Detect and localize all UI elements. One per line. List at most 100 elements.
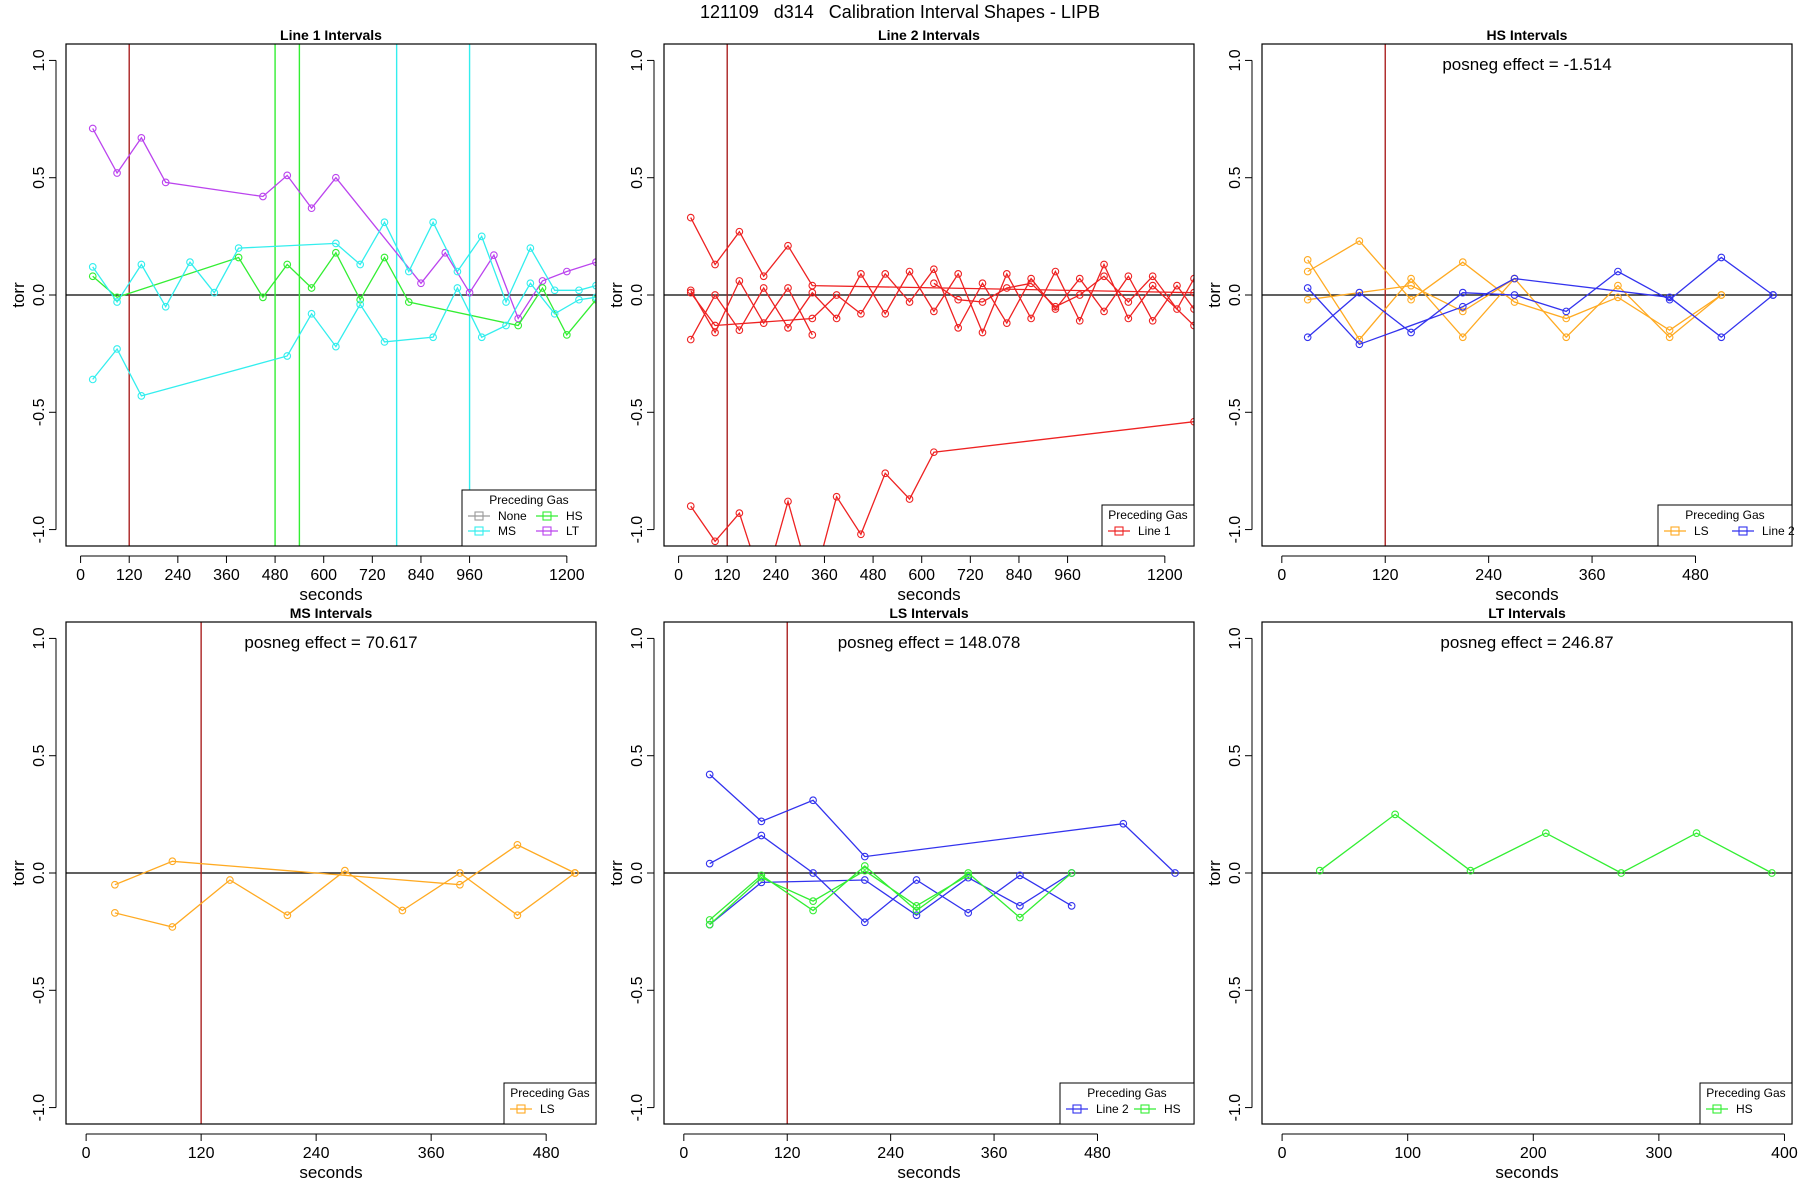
data-point	[735, 277, 744, 285]
data-point	[398, 906, 407, 915]
legend-entry-label: LS	[1694, 524, 1709, 538]
data-point	[111, 880, 119, 889]
legend-swatch-marker	[1670, 526, 1680, 536]
data-point	[1100, 272, 1108, 281]
y-tick-label: 0.0	[1227, 862, 1244, 884]
data-point	[283, 171, 292, 180]
data-point	[513, 911, 522, 920]
y-axis: -1.0 -0.5 0.0 0.5 1.0	[31, 627, 57, 1121]
x-axis: 0 120 240 360 480	[82, 1133, 560, 1162]
data-point	[905, 298, 914, 306]
plot-frame	[663, 43, 1195, 547]
data-point	[456, 869, 464, 877]
y-tick-label: -0.5	[629, 976, 646, 1004]
data-point	[186, 258, 194, 267]
legend-swatch-marker	[1072, 1104, 1082, 1114]
x-axis-label: seconds	[897, 1163, 960, 1182]
data-point	[1458, 302, 1467, 311]
data-point	[1002, 284, 1011, 292]
legend-box	[1101, 504, 1195, 547]
series-line	[1307, 277, 1774, 346]
data-point	[912, 876, 921, 884]
data-point	[964, 871, 973, 880]
y-axis-label: torr	[9, 860, 28, 886]
data-point	[1067, 869, 1076, 877]
legend: Preceding Gas LS Line 2	[1657, 504, 1795, 547]
data-point	[757, 871, 766, 880]
chart-panel-1: Line 1 Intervals 0 120 240 360 480 600 720 840 96…	[9, 27, 597, 604]
series-line	[690, 217, 1194, 294]
y-axis-label: torr	[9, 282, 28, 308]
y-tick-label: -1.0	[31, 516, 48, 544]
y-tick-label: -0.5	[31, 976, 48, 1004]
data-point	[1458, 333, 1467, 342]
data-point	[137, 260, 146, 269]
data-point	[113, 298, 121, 306]
data-point	[307, 284, 316, 292]
data-point	[1717, 291, 1726, 299]
y-tick-label: 0.5	[629, 744, 646, 766]
legend-swatch-marker	[1712, 1104, 1722, 1114]
series-line	[933, 275, 1194, 311]
plot-area	[66, 622, 596, 1124]
data-point	[1562, 307, 1571, 316]
data-point	[1075, 274, 1084, 283]
annotation-text: posneg effect = 246.87	[1440, 633, 1613, 652]
legend-box	[1699, 1082, 1793, 1125]
plot-frame	[1261, 43, 1793, 547]
x-tick-label: 720	[957, 567, 984, 584]
x-axis: 0 120 240 360 480 600 720 840 960 1200	[674, 555, 1183, 584]
legend-swatch-marker	[1140, 1104, 1150, 1114]
legend-entry-label: Line 1	[1138, 524, 1171, 538]
data-point	[1617, 869, 1626, 877]
x-tick-label: 600	[310, 567, 337, 584]
x-tick-label: 840	[408, 567, 435, 584]
data-point	[341, 866, 349, 875]
data-point	[571, 869, 579, 877]
x-tick-label: 120	[188, 1145, 215, 1162]
data-point	[912, 901, 921, 910]
data-point	[930, 448, 938, 457]
x-axis: 0 100 200 300 400	[1278, 1133, 1798, 1162]
data-point	[1458, 307, 1467, 316]
series-line	[690, 267, 1194, 330]
data-point	[964, 909, 973, 917]
x-tick-label: 200	[1520, 1145, 1547, 1162]
data-point	[686, 213, 695, 222]
data-point	[930, 307, 938, 316]
y-tick-label: 1.0	[31, 627, 48, 649]
x-tick-label: 360	[981, 1145, 1008, 1162]
legend-entry-label: LS	[540, 1102, 555, 1116]
data-point	[1124, 314, 1133, 323]
data-point	[1355, 335, 1364, 344]
x-tick-label: 240	[877, 1145, 904, 1162]
data-point	[1391, 810, 1399, 819]
data-point	[1303, 333, 1312, 342]
data-point	[784, 497, 792, 506]
y-tick-label: 0.0	[1227, 284, 1244, 306]
y-tick-label: 0.5	[1227, 166, 1244, 188]
y-tick-label: 0.5	[629, 166, 646, 188]
data-point	[592, 281, 596, 290]
data-point	[711, 260, 719, 269]
data-point	[1407, 328, 1415, 337]
y-tick-label: -1.0	[1227, 1094, 1244, 1122]
data-point	[930, 265, 938, 274]
y-tick-label: 0.0	[31, 284, 48, 306]
data-point	[404, 298, 413, 306]
data-point	[784, 284, 792, 292]
data-point	[307, 309, 316, 318]
y-axis: -1.0 -0.5 0.0 0.5 1.0	[1227, 49, 1253, 543]
y-axis-label: torr	[1205, 860, 1224, 886]
x-axis-label: seconds	[897, 585, 960, 604]
legend-swatch-marker	[516, 1104, 526, 1114]
data-point	[1303, 267, 1312, 276]
x-axis-label: seconds	[1495, 1163, 1558, 1182]
data-point	[857, 309, 865, 318]
plot-area	[664, 44, 1194, 546]
y-tick-label: 1.0	[1227, 49, 1244, 71]
data-point	[1051, 267, 1060, 276]
data-point	[332, 173, 340, 182]
data-point	[1407, 281, 1415, 290]
data-point	[111, 909, 119, 917]
